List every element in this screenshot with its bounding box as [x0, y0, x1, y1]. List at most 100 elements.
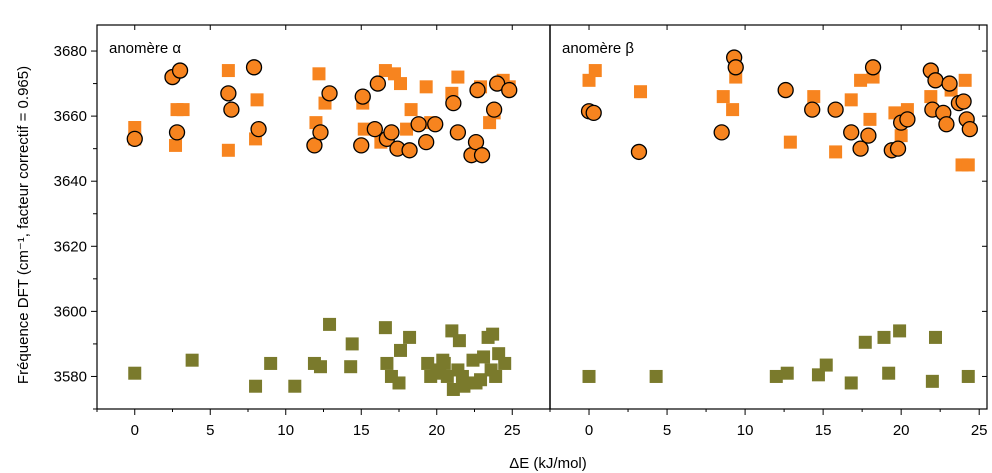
data-point-orange-circle [418, 134, 435, 151]
data-point-olive-square [185, 353, 199, 367]
data-point-orange-square [961, 158, 975, 172]
data-point-orange-circle [250, 120, 267, 138]
plot-frame [96, 24, 988, 410]
data-point-orange-square [419, 80, 433, 94]
data-point-olive-square [811, 368, 825, 382]
data-point-olive-square [492, 347, 506, 361]
data-point-orange-square [221, 143, 235, 157]
data-point-orange-circle [941, 75, 958, 92]
data-point-olive-square [403, 330, 417, 344]
data-point-olive-square [928, 330, 942, 344]
data-point-orange-circle [961, 120, 978, 138]
y-axis-label: Fréquence DFT (cm⁻¹, facteur correctif =… [15, 66, 32, 384]
data-point-olive-square [961, 369, 975, 383]
data-point-orange-square [634, 85, 648, 99]
data-point-orange-square [250, 93, 264, 107]
panel-label-alpha: anomère α [109, 40, 181, 57]
data-point-orange-square [483, 116, 497, 130]
data-point-olive-square [457, 379, 471, 393]
data-point-olive-square [819, 358, 833, 372]
data-point-olive-square [128, 366, 142, 380]
data-point-orange-circle [353, 137, 370, 154]
data-point-orange-square [726, 103, 740, 117]
data-point-olive-square [486, 327, 500, 341]
data-point-orange-square [894, 129, 908, 143]
data-point-orange-circle [473, 147, 491, 164]
data-point-olive-square [392, 376, 406, 390]
data-point-orange-circle [630, 143, 648, 161]
x-tick-label: 25 [971, 422, 988, 439]
x-tick-label: 5 [663, 422, 671, 439]
data-point-orange-square [807, 90, 821, 104]
data-point-olive-square [498, 356, 512, 370]
data-point-olive-square [394, 343, 408, 357]
data-point-orange-circle [485, 101, 503, 118]
data-point-orange-circle [469, 81, 486, 99]
data-point-olive-square [893, 324, 907, 338]
data-point-olive-square [323, 317, 337, 331]
data-point-orange-circle [410, 116, 427, 133]
data-point-olive-square [780, 366, 794, 380]
panels-layer: anomère α anomère β [109, 40, 634, 57]
data-point-olive-square [925, 374, 939, 388]
data-point-orange-circle [713, 124, 730, 141]
data-point-orange-circle [445, 94, 462, 112]
data-point-orange-circle [366, 120, 383, 138]
data-point-orange-circle [171, 62, 189, 79]
data-point-orange-circle [804, 101, 821, 118]
data-point-orange-square [844, 93, 858, 107]
data-point-orange-square [829, 145, 843, 159]
y-tick-label: 3660 [54, 108, 87, 125]
data-point-orange-circle [168, 124, 186, 141]
data-point-orange-circle [843, 124, 860, 141]
data-point-olive-square [489, 369, 503, 383]
data-point-orange-circle [852, 140, 869, 157]
data-point-olive-square [264, 356, 278, 370]
data-point-orange-square [400, 122, 414, 136]
data-point-olive-square [313, 360, 327, 374]
x-tick-label: 0 [131, 422, 139, 439]
x-tick-label: 20 [428, 422, 445, 439]
data-point-olive-square [877, 330, 891, 344]
data-point-orange-square [863, 112, 877, 126]
data-point-orange-circle [126, 130, 143, 148]
data-point-olive-square [452, 334, 466, 348]
data-point-orange-square [387, 67, 401, 81]
data-point-olive-square [380, 356, 394, 370]
data-point-orange-circle [827, 101, 844, 118]
data-point-orange-square [924, 90, 938, 104]
data-point-orange-circle [860, 127, 877, 144]
data-point-orange-circle [467, 134, 485, 151]
data-point-olive-square [446, 382, 460, 396]
data-point-orange-circle [449, 124, 467, 141]
data-point-orange-square [394, 77, 408, 91]
data-point-olive-square [249, 379, 263, 393]
y-tick-label: 3640 [54, 173, 87, 190]
data-point-orange-square [404, 103, 418, 117]
x-tick-label: 25 [504, 422, 521, 439]
data-point-orange-square [451, 70, 465, 84]
x-axis-label: ΔE (kJ/mol) [509, 455, 587, 472]
data-point-orange-square [176, 103, 190, 117]
data-point-olive-square [477, 350, 491, 364]
data-point-orange-circle [927, 72, 944, 89]
x-tick-label: 20 [893, 422, 910, 439]
data-point-orange-circle [727, 59, 744, 76]
data-point-olive-square [345, 337, 359, 351]
data-point-orange-circle [501, 81, 518, 99]
data-point-orange-circle [427, 116, 444, 133]
data-point-olive-square [288, 379, 302, 393]
x-tick-label: 10 [737, 422, 754, 439]
data-point-olive-square [649, 369, 663, 383]
data-point-orange-circle [864, 59, 882, 76]
data-point-orange-square [169, 138, 183, 152]
data-point-orange-square [582, 73, 596, 87]
data-point-orange-square [312, 67, 326, 81]
y-tick-label: 3620 [54, 238, 87, 255]
data-point-orange-circle [220, 85, 237, 102]
data-point-orange-circle [401, 142, 418, 159]
marks-layer [126, 49, 978, 396]
data-point-olive-square [378, 321, 392, 335]
data-point-orange-square [588, 64, 602, 78]
